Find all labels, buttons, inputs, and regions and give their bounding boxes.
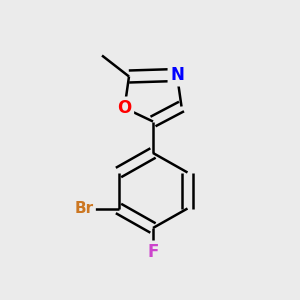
Text: Br: Br: [74, 201, 94, 216]
Text: F: F: [147, 243, 159, 261]
Text: O: O: [117, 99, 132, 117]
Text: N: N: [170, 66, 184, 84]
